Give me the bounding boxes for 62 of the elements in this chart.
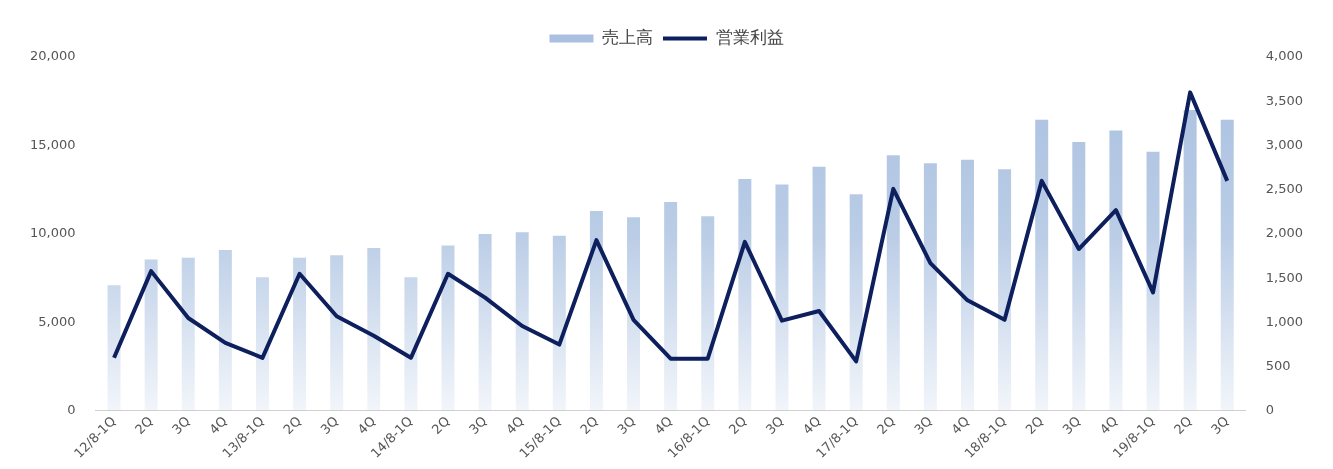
y2-tick-label: 3,500 [1265, 92, 1303, 108]
x-tick-label: 3Q [1059, 413, 1084, 438]
x-tick-label: 2Q [874, 413, 898, 438]
y2-tick-label: 2,500 [1265, 181, 1303, 197]
bar [627, 217, 641, 411]
bar [404, 277, 418, 411]
x-tick-label: 2Q [725, 413, 750, 438]
x-tick-label: 3Q [465, 413, 490, 438]
y2-tick-label: 500 [1265, 358, 1291, 374]
bar [255, 277, 269, 411]
bar [478, 233, 492, 411]
bar [181, 257, 195, 411]
y2-tick-label: 2,000 [1265, 225, 1303, 241]
bar [960, 159, 974, 411]
bar [552, 235, 566, 411]
y2-tick-label: 0 [1265, 402, 1275, 418]
bar [886, 155, 900, 411]
y2-tick-label: 1,000 [1265, 313, 1303, 329]
y2-tick-label: 4,000 [1265, 48, 1303, 64]
bar [664, 202, 678, 411]
bar [998, 169, 1012, 411]
x-tick-label: 3Q [1208, 413, 1232, 438]
x-tick-label: 2Q [131, 413, 156, 438]
bar [775, 184, 789, 411]
bar [1109, 130, 1123, 411]
y-tick-label: 15,000 [29, 136, 76, 152]
x-tick-label: 2Q [428, 413, 453, 438]
bar [849, 194, 863, 411]
bar [1035, 119, 1049, 411]
x-tick-label: 2Q [1022, 413, 1047, 438]
bar [701, 216, 715, 411]
bar [1220, 119, 1234, 411]
bar [107, 285, 121, 411]
y-tick-label: 5,000 [38, 313, 76, 329]
bar [1146, 151, 1160, 411]
bar [923, 163, 937, 411]
y-tick-label: 20,000 [29, 48, 76, 64]
y-tick-label: 10,000 [29, 225, 76, 241]
y2-tick-label: 1,500 [1265, 269, 1303, 285]
bar [515, 232, 529, 411]
bar [1072, 141, 1086, 411]
bar [218, 249, 232, 411]
x-tick-label: 3Q [317, 413, 342, 438]
x-tick-label: 3Q [614, 413, 639, 438]
bar [144, 259, 158, 411]
bar [1183, 110, 1197, 411]
bar [738, 179, 752, 411]
legend-label: 営業利益 [715, 26, 784, 47]
bar [812, 166, 826, 411]
y2-tick-label: 3,000 [1265, 136, 1303, 152]
legend-label: 売上高 [602, 26, 653, 47]
bar [367, 248, 381, 411]
x-tick-label: 3Q [169, 413, 193, 438]
x-tick-label: 3Q [911, 413, 935, 438]
x-tick-label: 3Q [762, 413, 787, 438]
x-tick-label: 2Q [577, 413, 601, 438]
y-tick-label: 0 [67, 402, 76, 418]
x-tick-label: 2Q [1170, 413, 1195, 438]
x-tick-label: 2Q [280, 413, 305, 438]
bar [293, 257, 307, 411]
bar [330, 255, 344, 411]
bar [589, 210, 603, 411]
